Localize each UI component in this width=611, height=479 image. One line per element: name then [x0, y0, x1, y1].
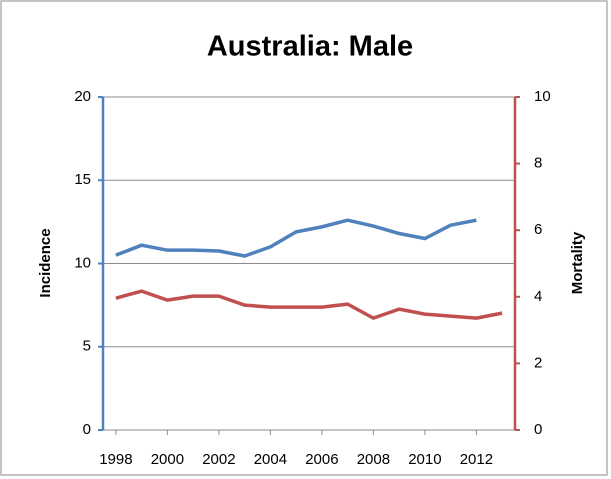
- y2-tick-label: 0: [534, 421, 542, 438]
- x-tick-label: 2002: [202, 451, 235, 468]
- y-tick-label: 5: [83, 338, 91, 355]
- y-axis-label: Incidence: [37, 228, 54, 297]
- x-tick-label: 2006: [305, 451, 338, 468]
- y2-tick-label: 2: [534, 354, 542, 371]
- series-line: [115, 218, 477, 258]
- chart-title: Australia: Male: [207, 31, 413, 63]
- x-tick-label: 2008: [357, 451, 390, 468]
- y-tick-label: 0: [83, 421, 91, 438]
- y-tick-label: 15: [74, 171, 91, 188]
- x-tick-label: 1998: [99, 451, 132, 468]
- y2-tick-label: 8: [534, 155, 542, 172]
- y2-axis-label: Mortality: [569, 231, 586, 294]
- y2-tick-label: 10: [534, 88, 551, 105]
- x-tick-label: 2010: [408, 451, 441, 468]
- y-tick-label: 10: [74, 254, 91, 271]
- y2-tick-label: 4: [534, 288, 542, 305]
- x-tick-label: 2012: [460, 451, 493, 468]
- y2-tick-label: 6: [534, 221, 542, 238]
- x-tick-label: 2000: [151, 451, 184, 468]
- x-tick-label: 2004: [254, 451, 287, 468]
- series-line: [115, 289, 503, 320]
- y-tick-label: 20: [74, 88, 91, 105]
